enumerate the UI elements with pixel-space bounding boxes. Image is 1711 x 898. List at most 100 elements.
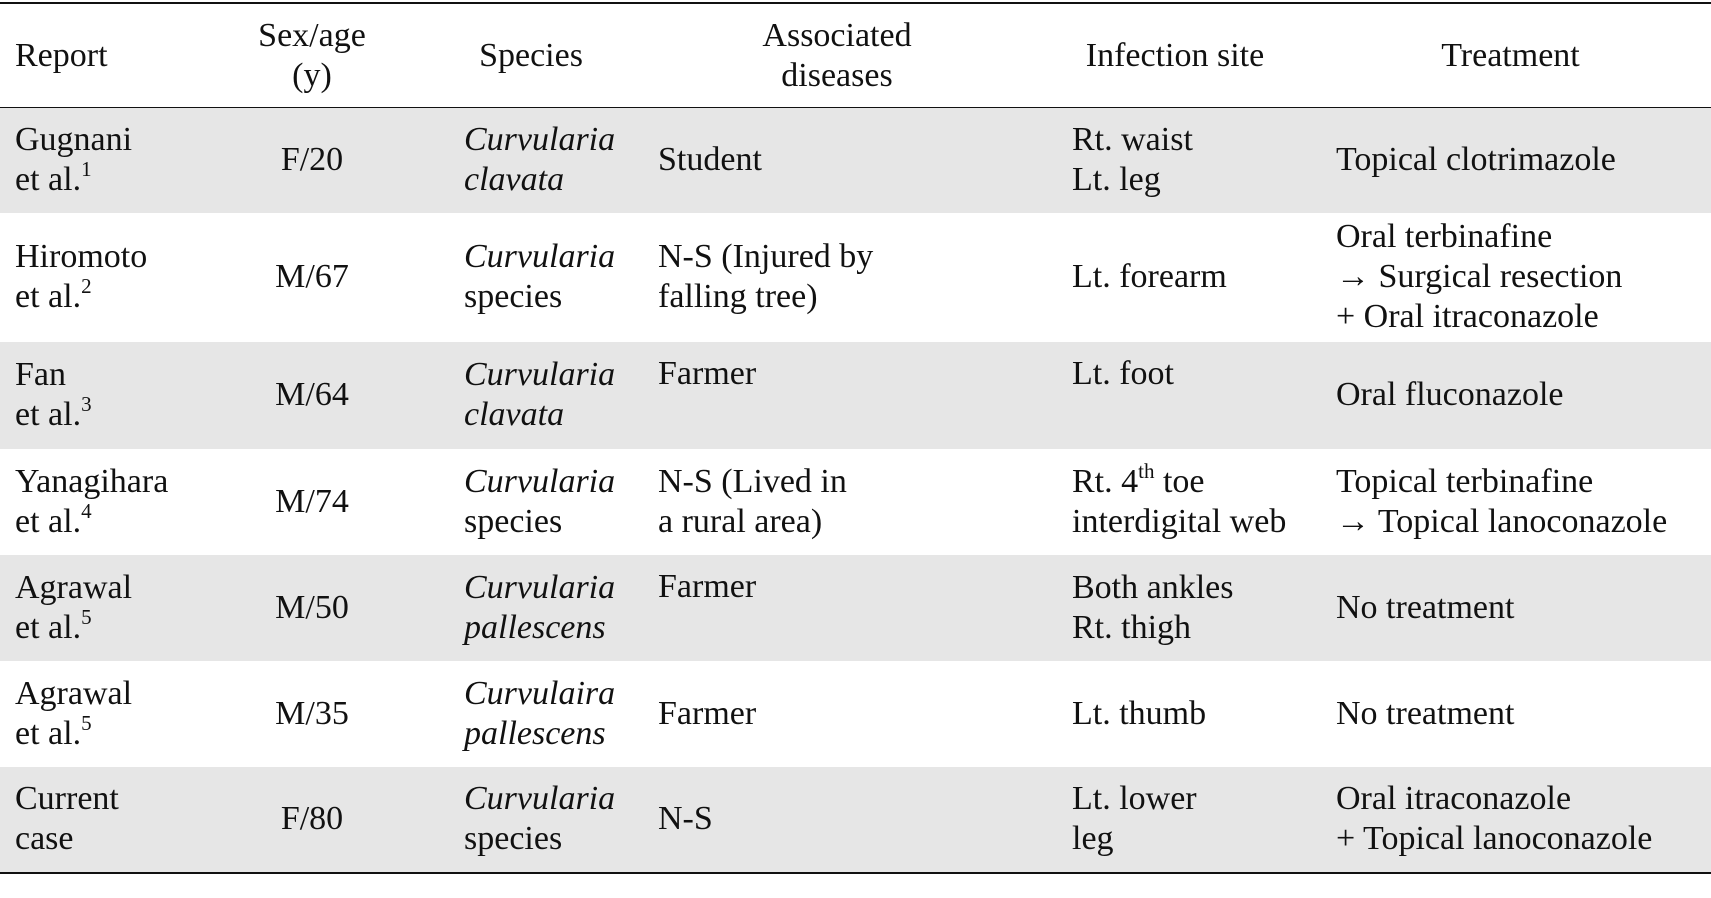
header-report: Report: [0, 3, 196, 108]
report-etal-text: et al.: [15, 278, 82, 315]
treatment-line: Topical clotrimazole: [1336, 141, 1616, 179]
header-associated-diseases: Associated diseases: [634, 3, 1040, 108]
cell-sex-age: F/20: [280, 141, 344, 179]
cell-associated-diseases: Student: [634, 108, 1040, 213]
cell-infection-site: Both ankles Rt. thigh: [1040, 555, 1310, 661]
cell-report: Hiromoto et al.2: [0, 213, 196, 342]
cell-infection-site: Rt. 4th toe interdigital web: [1040, 449, 1310, 555]
disease-line: falling tree): [658, 278, 818, 315]
treatment-line: + Topical lanoconazole: [1336, 820, 1653, 857]
report-etal: et al.4: [15, 500, 196, 542]
species-name: species: [464, 502, 563, 540]
reference-superscript: 5: [81, 604, 92, 629]
reference-superscript: 5: [81, 710, 92, 735]
table-row: Agrawal et al.5 M/50 Curvularia pallesce…: [0, 554, 1711, 661]
reference-superscript: 1: [81, 157, 92, 182]
disease-line: Farmer: [658, 694, 757, 732]
treatment-line: → Topical lanoconazole: [1336, 502, 1668, 540]
treatment-line: Oral itraconazole: [1336, 780, 1572, 817]
cell-infection-site: Lt. forearm: [1040, 213, 1310, 342]
treatment-line: → Surgical resection: [1336, 258, 1623, 295]
cell-sex-age: F/80: [280, 800, 344, 837]
header-report-label: Report: [15, 36, 108, 74]
species-genus: Curvularia: [464, 462, 616, 500]
site-line: Rt. thigh: [1072, 608, 1192, 646]
table-row: Fan et al.3 M/64 Curvularia clavata Farm…: [0, 341, 1711, 449]
site-prefix: Rt. 4: [1072, 462, 1139, 500]
cell-report: Current case: [0, 767, 196, 873]
site-line: Lt. foot: [1072, 354, 1174, 392]
table-row: Agrawal et al.5 M/35 Curvulaira pallesce…: [0, 661, 1711, 767]
cell-infection-site: Lt. foot: [1040, 342, 1310, 449]
species-name: clavata: [464, 396, 565, 433]
cell-treatment: Topical terbinafine → Topical lanoconazo…: [1310, 449, 1711, 555]
site-line: Rt. waist: [1072, 121, 1193, 159]
report-author: Gugnani: [15, 121, 133, 159]
header-treatment-label: Treatment: [1441, 36, 1580, 74]
cell-species: Curvularia species: [428, 449, 634, 555]
treatment-line: Oral terbinafine: [1336, 218, 1553, 255]
site-line: Lt. leg: [1072, 161, 1161, 199]
header-row: Report Sex/age (y) Species Associated di…: [0, 3, 1711, 108]
report-author: Current: [15, 780, 119, 817]
species-name: pallescens: [464, 608, 606, 646]
treatment-line: Topical terbinafine: [1336, 462, 1594, 500]
report-etal-text: et al.: [15, 396, 82, 433]
table-row: Gugnani et al.1 F/20 Curvularia clavata …: [0, 107, 1711, 213]
species-name: species: [464, 820, 563, 857]
cell-treatment: Oral terbinafine → Surgical resection + …: [1310, 213, 1711, 342]
disease-line: Farmer: [658, 567, 757, 605]
cell-species: Curvularia clavata: [428, 108, 634, 213]
report-etal-text: et al.: [15, 161, 82, 199]
site-line: interdigital web: [1072, 502, 1287, 540]
table-row: Hiromoto et al.2 M/67 Curvularia species…: [0, 213, 1711, 342]
cell-associated-diseases: N-S (Lived in a rural area): [634, 449, 1040, 555]
header-associated-diseases-line2: diseases: [781, 56, 893, 94]
species-name: clavata: [464, 161, 565, 199]
header-sex-age-line2: (y): [292, 56, 332, 94]
species-genus: Curvularia: [464, 780, 616, 817]
cell-treatment: Oral fluconazole: [1310, 342, 1711, 449]
header-sex-age: Sex/age (y): [196, 3, 428, 108]
case-report-table: Report Sex/age (y) Species Associated di…: [0, 2, 1711, 874]
header-associated-diseases-line1: Associated: [762, 16, 912, 54]
site-line: Lt. thumb: [1072, 694, 1207, 732]
cell-sex-age: M/64: [275, 376, 349, 413]
report-etal-text: et al.: [15, 714, 82, 752]
disease-line: Student: [658, 141, 762, 179]
report-author: Agrawal: [15, 568, 133, 606]
report-author: Fan: [15, 356, 66, 393]
header-species-label: Species: [479, 36, 583, 74]
header-infection-site: Infection site: [1040, 3, 1310, 108]
treatment-line: Oral fluconazole: [1336, 376, 1564, 413]
header-species: Species: [428, 3, 634, 108]
disease-line: Farmer: [658, 354, 757, 392]
cell-treatment: Topical clotrimazole: [1310, 108, 1711, 213]
cell-infection-site: Lt. thumb: [1040, 661, 1310, 767]
species-name: species: [464, 278, 563, 315]
report-etal: et al.5: [15, 604, 196, 648]
report-etal: et al.2: [15, 276, 196, 317]
disease-line: N-S (Injured by: [658, 238, 874, 275]
cell-report: Agrawal et al.5: [0, 555, 196, 661]
cell-associated-diseases: Farmer: [634, 555, 1040, 661]
cell-treatment: No treatment: [1310, 555, 1711, 661]
cell-sex-age: M/50: [275, 588, 349, 626]
species-genus: Curvularia: [464, 356, 616, 393]
cell-associated-diseases: Farmer: [634, 661, 1040, 767]
cell-associated-diseases: N-S (Injured by falling tree): [634, 213, 1040, 342]
site-line: Both ankles: [1072, 568, 1234, 606]
cell-sex-age: M/67: [275, 258, 349, 295]
site-line: Lt. lower: [1072, 780, 1197, 817]
treatment-line: No treatment: [1336, 694, 1515, 732]
cell-species: Curvularia pallescens: [428, 555, 634, 661]
report-etal-text: et al.: [15, 608, 82, 646]
cell-sex-age: M/35: [275, 694, 349, 732]
ordinal-superscript: th: [1138, 458, 1155, 483]
treatment-line: No treatment: [1336, 588, 1515, 626]
table-row: Yanagihara et al.4 M/74 Curvularia speci…: [0, 449, 1711, 555]
reference-superscript: 3: [81, 392, 92, 416]
species-genus: Curvulaira: [464, 674, 616, 712]
cell-species: Curvularia clavata: [428, 342, 634, 449]
site-line: Rt. 4th toe: [1072, 458, 1310, 502]
